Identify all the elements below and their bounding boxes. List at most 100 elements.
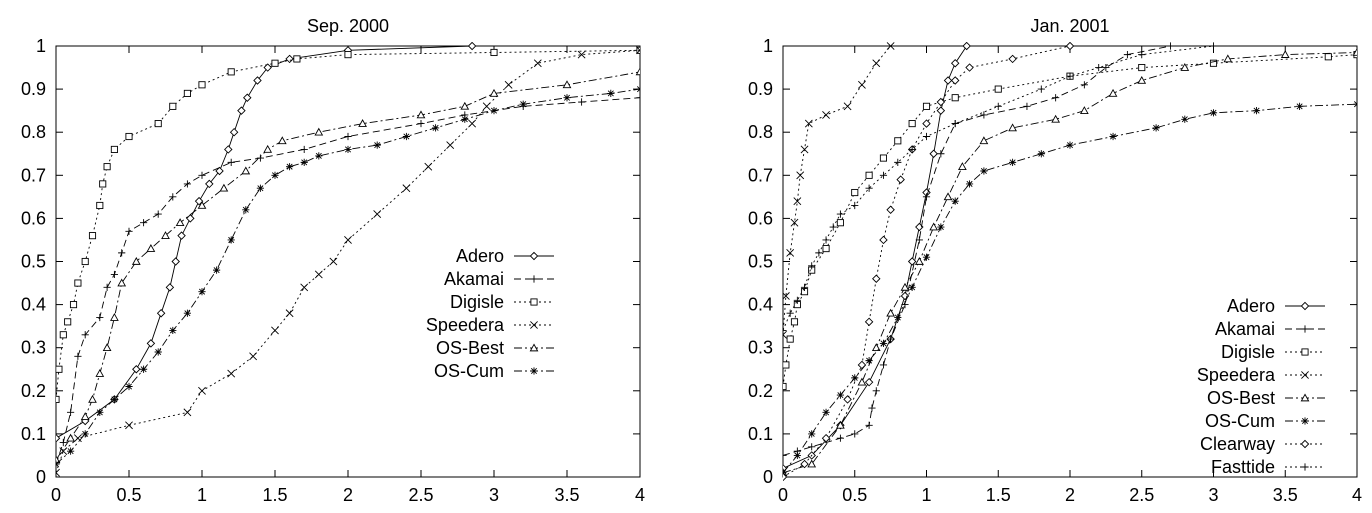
data-point bbox=[1280, 50, 1290, 58]
data-point bbox=[1353, 100, 1357, 108]
data-point bbox=[900, 291, 910, 301]
data-point bbox=[872, 274, 881, 283]
legend-label: OS-Best bbox=[436, 338, 504, 358]
legend-marker bbox=[1301, 371, 1309, 379]
series-adero bbox=[56, 42, 477, 443]
data-point bbox=[161, 231, 170, 239]
data-point bbox=[183, 89, 191, 97]
data-point bbox=[896, 175, 905, 184]
data-point bbox=[432, 124, 440, 132]
data-point bbox=[879, 361, 888, 369]
data-point bbox=[125, 421, 133, 430]
data-point bbox=[1209, 109, 1218, 117]
series-line bbox=[56, 49, 640, 473]
data-point bbox=[851, 188, 859, 197]
legend-marker bbox=[1300, 301, 1310, 311]
data-point bbox=[936, 97, 946, 107]
y-tick-label: 0.6 bbox=[748, 208, 773, 228]
chart-panel-2: Jan. 2001 0 0.1 0.2 0.3 0.4 0.5 0.6 0.7 0.8 0.9 1 0 0… bbox=[748, 16, 1362, 505]
data-point bbox=[879, 339, 888, 347]
data-point bbox=[402, 132, 410, 141]
y-tick-label: 0.2 bbox=[21, 381, 46, 401]
data-point bbox=[154, 210, 162, 218]
data-point bbox=[197, 200, 207, 209]
y-tick-label: 0 bbox=[36, 467, 46, 487]
x-tick-label: 1 bbox=[921, 485, 931, 505]
data-point bbox=[1223, 54, 1233, 63]
data-point bbox=[96, 313, 104, 322]
data-point bbox=[1123, 51, 1131, 59]
data-point bbox=[879, 171, 888, 179]
data-point bbox=[937, 150, 945, 158]
data-point bbox=[872, 59, 881, 68]
data-point bbox=[886, 205, 895, 215]
data-point bbox=[300, 158, 308, 166]
x-tick-label: 3 bbox=[489, 485, 499, 505]
data-point bbox=[95, 369, 105, 377]
legend-label: OS-Cum bbox=[434, 361, 504, 381]
x-tick-label: 0.5 bbox=[842, 485, 867, 505]
data-point bbox=[786, 248, 795, 257]
data-point bbox=[857, 360, 867, 370]
data-point bbox=[198, 171, 206, 179]
data-point bbox=[154, 348, 162, 356]
data-point bbox=[578, 98, 586, 106]
data-point bbox=[808, 262, 816, 270]
data-point bbox=[793, 296, 801, 304]
series-line bbox=[783, 45, 891, 335]
y-tick-label: 0.5 bbox=[21, 252, 46, 272]
series-adero bbox=[783, 42, 971, 473]
data-point bbox=[358, 119, 367, 127]
data-point bbox=[242, 206, 250, 214]
data-point bbox=[219, 183, 229, 192]
data-point bbox=[808, 443, 816, 451]
series-line bbox=[783, 45, 1071, 478]
data-point bbox=[329, 257, 338, 266]
data-point bbox=[69, 301, 78, 309]
legend-marker bbox=[1301, 348, 1309, 356]
x-tick-label: 2 bbox=[343, 485, 353, 505]
legend-label: OS-Cum bbox=[1205, 411, 1275, 431]
data-point bbox=[879, 154, 887, 162]
legend-marker bbox=[530, 275, 538, 283]
y-tick-label: 0.9 bbox=[748, 79, 773, 99]
data-point bbox=[857, 377, 867, 386]
data-point bbox=[88, 232, 97, 240]
data-point bbox=[215, 166, 224, 176]
data-point bbox=[504, 80, 513, 89]
data-point bbox=[56, 468, 60, 477]
data-point bbox=[807, 459, 817, 468]
data-point bbox=[887, 335, 895, 343]
data-point bbox=[88, 394, 97, 403]
y-tick-label: 0.9 bbox=[21, 79, 46, 99]
data-point bbox=[1209, 59, 1218, 67]
data-point bbox=[243, 93, 252, 102]
data-point bbox=[915, 236, 923, 244]
data-point bbox=[416, 110, 426, 119]
data-point bbox=[460, 101, 470, 110]
series-line bbox=[783, 45, 1214, 331]
data-point bbox=[81, 430, 89, 438]
data-point bbox=[783, 361, 790, 369]
data-point bbox=[146, 339, 156, 348]
data-point bbox=[110, 395, 118, 404]
series-line bbox=[783, 45, 1171, 456]
data-point bbox=[1080, 81, 1088, 89]
series-digisle bbox=[783, 51, 1357, 391]
data-point bbox=[962, 42, 971, 51]
data-point bbox=[908, 120, 916, 128]
data-point bbox=[154, 120, 162, 128]
data-point bbox=[237, 106, 246, 115]
series-digisle bbox=[56, 46, 640, 403]
data-point bbox=[1109, 132, 1117, 141]
y-tick-label: 0.8 bbox=[21, 122, 46, 142]
data-point bbox=[914, 256, 924, 265]
data-point bbox=[836, 434, 844, 442]
legend-marker bbox=[1300, 393, 1310, 402]
y-tick-label: 0.6 bbox=[21, 208, 46, 228]
data-point bbox=[783, 451, 787, 460]
y-tick-label: 1 bbox=[763, 36, 773, 56]
data-point bbox=[950, 59, 960, 68]
data-point bbox=[851, 201, 859, 210]
